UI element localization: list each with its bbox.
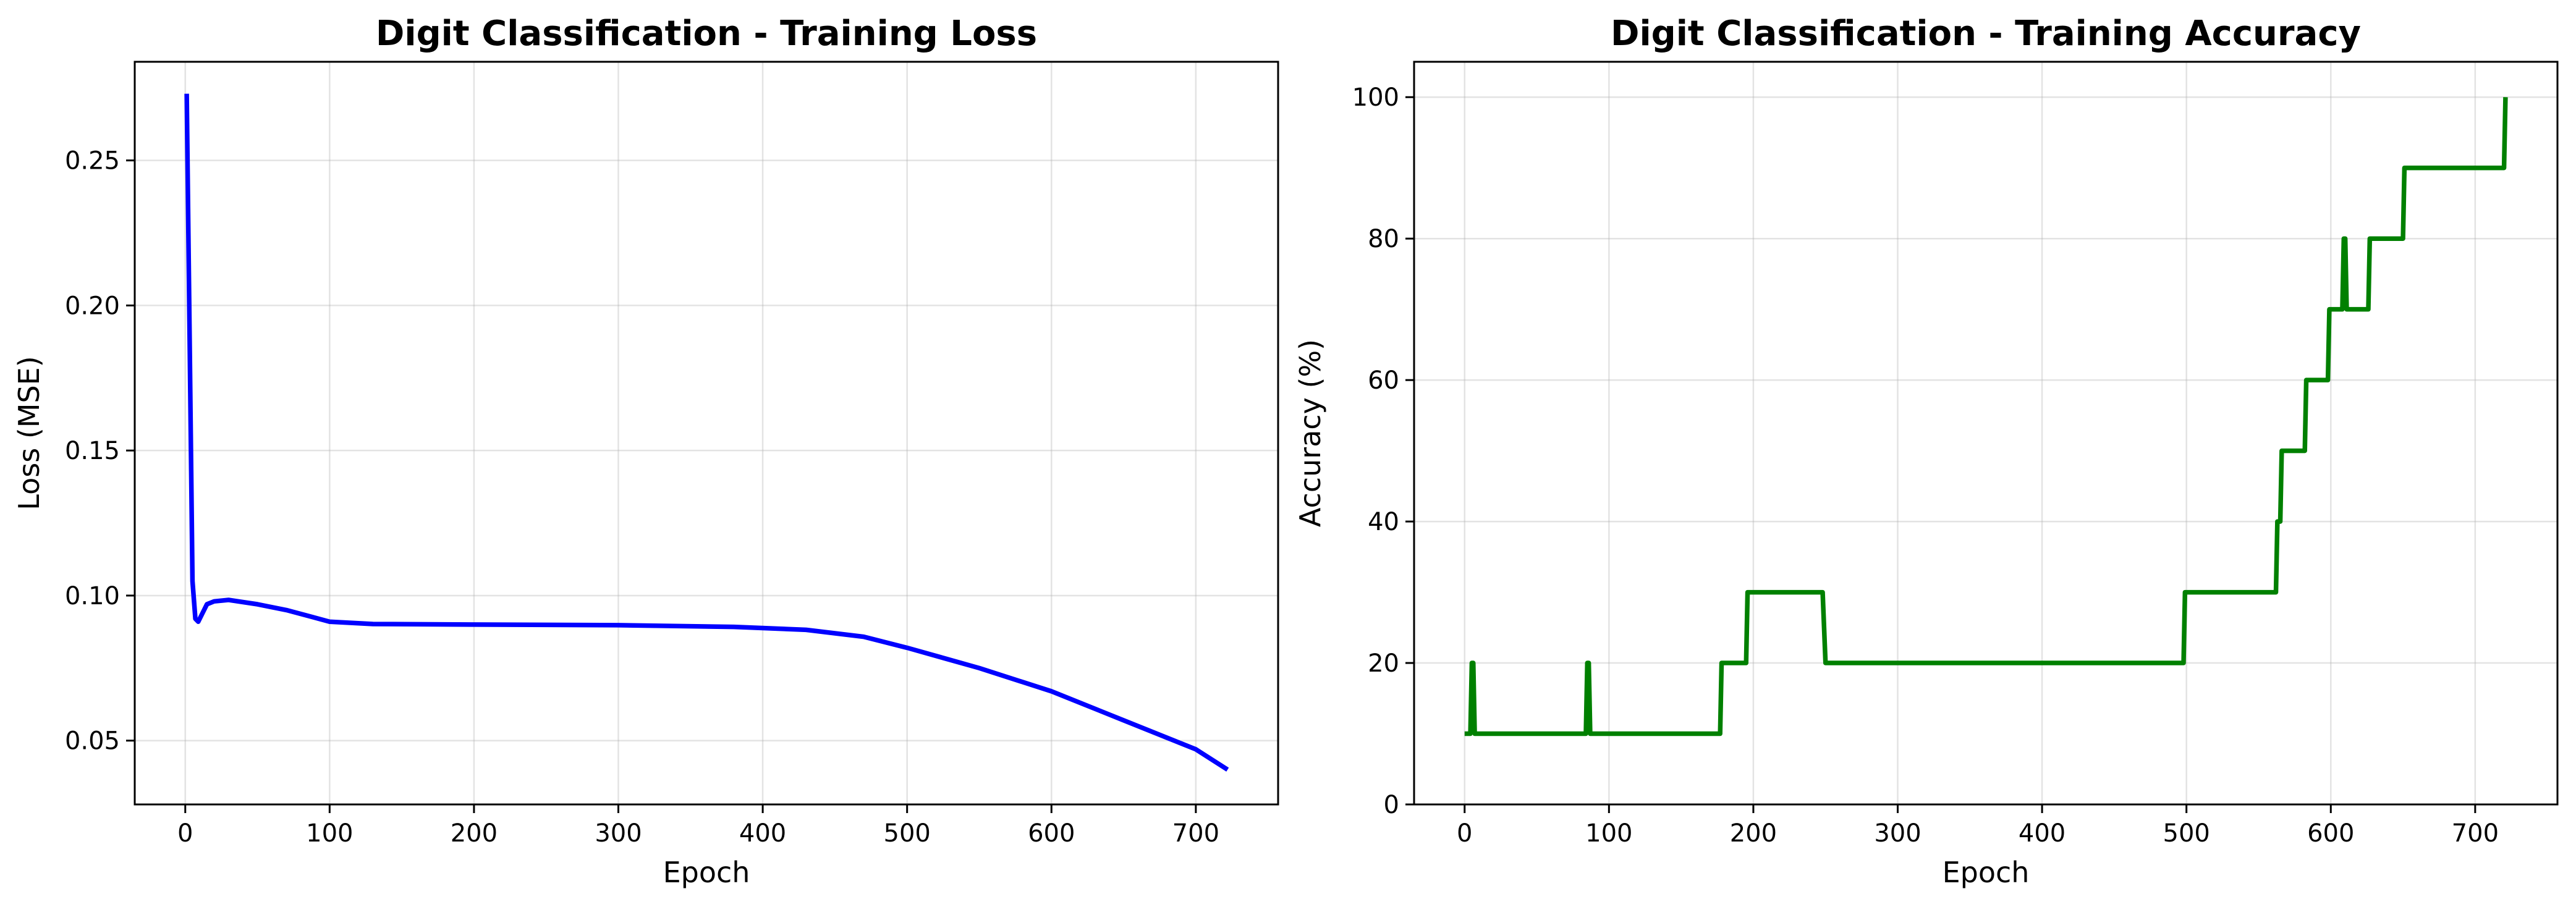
accuracy-y-tick-label: 60 <box>1368 366 1399 395</box>
accuracy-series-line <box>1464 97 2508 736</box>
loss-ticks: 0 100 200 300 400 500 600 700 0.05 0.10 0.15 0.20 0.… <box>65 147 1219 848</box>
accuracy-ticks: 0 100 200 300 400 500 600 700 0 20 40 60 80 100 <box>1352 83 2499 848</box>
loss-axes-frame <box>133 61 1279 806</box>
accuracy-x-tick-label: 700 <box>2452 819 2499 848</box>
accuracy-x-axis-label: Epoch <box>1943 856 2030 889</box>
accuracy-y-tick-label: 40 <box>1368 508 1399 536</box>
loss-y-tick-label: 0.25 <box>65 147 120 175</box>
accuracy-x-tick-label: 0 <box>1457 819 1472 848</box>
loss-x-tick-label: 700 <box>1172 819 1219 848</box>
accuracy-y-tick-label: 80 <box>1368 225 1399 253</box>
loss-x-tick-label: 500 <box>884 819 931 848</box>
accuracy-x-tick-label: 200 <box>1730 819 1777 848</box>
accuracy-y-tick-label: 100 <box>1352 83 1399 112</box>
loss-y-tick-label: 0.10 <box>65 582 120 610</box>
accuracy-y-tick-label: 0 <box>1384 791 1399 819</box>
accuracy-x-tick-label: 400 <box>2019 819 2065 848</box>
accuracy-chart-title: Digit Classification - Training Accuracy <box>1611 14 2361 54</box>
accuracy-x-tick-label: 100 <box>1585 819 1632 848</box>
loss-chart: 0 100 200 300 400 500 600 700 0.05 0.10 0.15 0.20 0.… <box>12 14 1279 889</box>
loss-y-tick-label: 0.05 <box>65 727 120 756</box>
accuracy-y-tick-label: 20 <box>1368 649 1399 678</box>
loss-grid <box>135 62 1278 804</box>
loss-x-axis-label: Epoch <box>663 856 750 889</box>
loss-x-tick-label: 200 <box>451 819 498 848</box>
accuracy-grid <box>1414 62 2557 806</box>
loss-y-tick-label: 0.20 <box>65 292 120 320</box>
loss-x-tick-label: 600 <box>1028 819 1075 848</box>
accuracy-axes-frame <box>1413 61 2559 806</box>
accuracy-chart: 0 100 200 300 400 500 600 700 0 20 40 60 80 100 Digit… <box>1294 14 2559 889</box>
loss-x-tick-label: 400 <box>739 819 786 848</box>
loss-x-tick-label: 300 <box>595 819 642 848</box>
accuracy-y-axis-label: Accuracy (%) <box>1294 339 1327 527</box>
accuracy-x-tick-label: 500 <box>2163 819 2210 848</box>
loss-y-axis-label: Loss (MSE) <box>12 356 46 510</box>
loss-x-tick-label: 100 <box>306 819 353 848</box>
accuracy-series <box>1464 97 2508 736</box>
loss-y-tick-label: 0.15 <box>65 437 120 465</box>
loss-x-tick-label: 0 <box>177 819 193 848</box>
accuracy-x-tick-label: 300 <box>1874 819 1921 848</box>
accuracy-x-tick-label: 600 <box>2307 819 2354 848</box>
loss-chart-title: Digit Classification - Training Loss <box>376 14 1037 54</box>
loss-series <box>184 93 1229 772</box>
loss-series-line <box>184 93 1229 772</box>
